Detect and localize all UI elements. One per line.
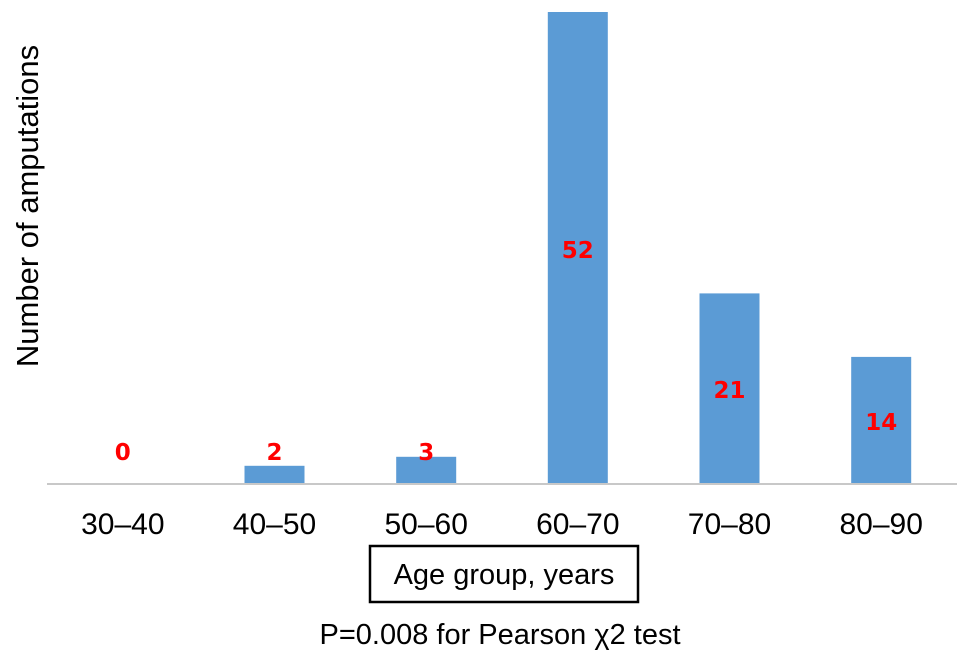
data-label-60–70: 52 [562,238,594,264]
x-tick-label-70–80: 70–80 [688,508,771,541]
data-labels-layer: 0 2 3 52 21 14 [115,238,897,466]
x-axis-label-box [368,544,640,604]
y-axis-label: Number of amputations [10,45,45,367]
bar-50–60 [396,456,457,484]
statistical-test-note: P=0.008 for Pearson χ2 test [319,619,680,651]
x-tick-label-50–60: 50–60 [384,508,467,541]
x-tick-labels-layer: 30–40 40–50 50–60 60–70 70–80 80–90 [81,508,923,541]
data-label-70–80: 21 [713,378,745,404]
x-axis-label: Age group, years [394,559,615,591]
bar-60–70 [547,12,608,484]
data-label-40–50: 2 [266,440,282,466]
x-tick-label-60–70: 60–70 [536,508,619,541]
x-tick-label-40–50: 40–50 [233,508,316,541]
bar-40–50 [244,465,305,484]
bar-70–80 [699,293,760,484]
x-tick-label-30–40: 30–40 [81,508,164,541]
x-tick-label-80–90: 80–90 [839,508,922,541]
data-label-30–40: 0 [115,440,131,466]
data-label-50–60: 3 [418,440,434,466]
bars-layer [244,12,912,484]
bar-80–90 [851,356,912,484]
data-label-80–90: 14 [865,410,897,436]
